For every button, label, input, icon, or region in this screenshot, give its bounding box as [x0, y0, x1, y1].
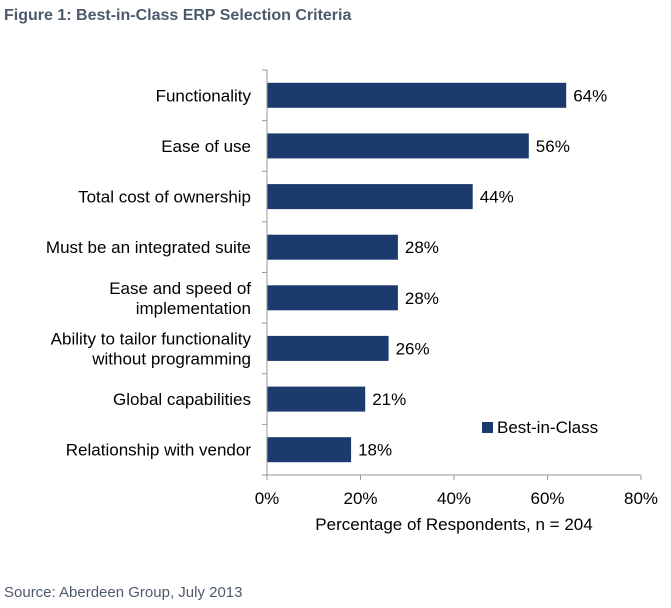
value-label-7: 18%	[358, 441, 392, 460]
bar-7	[267, 437, 352, 463]
category-label-6: Global capabilities	[113, 390, 251, 409]
bar-1	[267, 133, 529, 159]
bar-2	[267, 184, 473, 210]
value-label-5: 26%	[396, 339, 430, 358]
source-note: Source: Aberdeen Group, July 2013	[4, 584, 243, 601]
legend-swatch	[482, 422, 493, 433]
category-label-0: Functionality	[156, 86, 252, 105]
category-label-5: Ability to tailor functionality without p…	[51, 329, 252, 368]
category-label-1: Ease of use	[161, 137, 251, 156]
legend-label: Best-in-Class	[497, 418, 598, 437]
bar-4	[267, 285, 398, 311]
value-label-1: 56%	[536, 137, 570, 156]
bar-0	[267, 82, 567, 108]
category-label-4: Ease and speed of implementation	[109, 279, 251, 318]
figure-title: Figure 1: Best-in-Class ERP Selection Cr…	[4, 7, 352, 24]
x-axis-title: Percentage of Respondents, n = 204	[315, 515, 592, 534]
value-label-0: 64%	[573, 86, 607, 105]
x-tick-label-3: 60%	[530, 489, 564, 508]
value-label-6: 21%	[372, 390, 406, 409]
x-tick-label-2: 40%	[437, 489, 471, 508]
category-label-2: Total cost of ownership	[78, 188, 251, 207]
x-tick-label-4: 80%	[624, 489, 658, 508]
value-label-3: 28%	[405, 238, 439, 257]
x-tick-label-0: 0%	[255, 489, 280, 508]
value-label-2: 44%	[480, 188, 514, 207]
x-tick-label-1: 20%	[343, 489, 377, 508]
category-label-7: Relationship with vendor	[66, 441, 252, 460]
bar-5	[267, 335, 389, 361]
bar-3	[267, 234, 398, 260]
bar-6	[267, 386, 366, 412]
value-label-4: 28%	[405, 289, 439, 308]
category-label-3: Must be an integrated suite	[46, 238, 251, 257]
